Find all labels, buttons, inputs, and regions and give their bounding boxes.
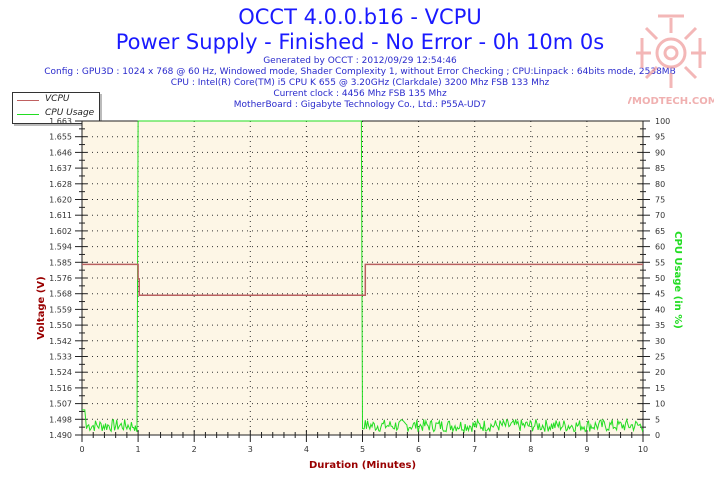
y2-tick-label: 75	[655, 196, 665, 205]
x-tick-label: 0	[79, 445, 84, 454]
y2-tick-label: 35	[655, 321, 665, 330]
y-tick-label: 1.559	[49, 305, 72, 314]
y2-tick-label: 15	[655, 384, 665, 393]
y-axis-left-label: Voltage (V)	[36, 276, 47, 339]
y2-tick-label: 65	[655, 227, 665, 236]
chart-title: OCCT 4.0.0.b16 - VCPU	[238, 5, 482, 29]
x-axis-label: Duration (Minutes)	[309, 460, 416, 471]
y-tick-label: 1.611	[49, 211, 72, 220]
info-config: Config : GPU3D : 1024 x 768 @ 60 Hz, Win…	[44, 67, 676, 77]
y-tick-label: 1.637	[49, 164, 72, 173]
x-tick-label: 7	[472, 445, 477, 454]
x-tick-label: 2	[192, 445, 197, 454]
watermark-text: VMODTECH.COM	[628, 96, 714, 107]
y2-tick-label: 70	[655, 211, 665, 220]
x-tick-label: 10	[638, 445, 648, 454]
legend-item-vcpu: VCPU	[13, 93, 99, 107]
y-tick-label: 1.628	[49, 180, 72, 189]
y2-tick-label: 10	[655, 400, 665, 409]
y-axis-right-label: CPU Usage (in %)	[672, 231, 683, 329]
info-clock: Current clock : 4456 Mhz FSB 135 Mhz	[273, 89, 447, 99]
y-tick-label: 1.568	[49, 290, 72, 299]
chart-legend: VCPU CPU Usage	[12, 92, 100, 124]
info-motherboard: MotherBoard : Gigabyte Technology Co., L…	[233, 100, 487, 110]
y-tick-label: 1.516	[49, 384, 72, 393]
series-cpu-usage	[82, 120, 644, 434]
y-tick-label: 1.576	[49, 274, 72, 283]
y-tick-label: 1.655	[49, 133, 72, 142]
legend-item-cpu-usage: CPU Usage	[13, 107, 99, 121]
y2-tick-label: 25	[655, 353, 665, 362]
y2-tick-label: 45	[655, 290, 665, 299]
info-generated: Generated by OCCT : 2012/09/29 12:54:46	[263, 56, 457, 66]
y-tick-label: 1.620	[49, 196, 72, 205]
y-tick-label: 1.490	[49, 431, 72, 440]
y2-tick-label: 30	[655, 337, 665, 346]
y2-tick-label: 50	[655, 274, 665, 283]
y-tick-label: 1.507	[49, 400, 72, 409]
y2-tick-label: 80	[655, 180, 665, 189]
x-tick-label: 3	[248, 445, 253, 454]
info-cpu: CPU : Intel(R) Core(TM) i5 CPU K 655 @ 3…	[170, 78, 550, 88]
legend-swatch-cpu-usage	[17, 114, 39, 115]
x-tick-label: 1	[136, 445, 141, 454]
y-tick-label: 1.646	[49, 148, 72, 157]
y-tick-label: 1.663	[49, 117, 72, 126]
y-tick-label: 1.585	[49, 258, 72, 267]
x-tick-label: 9	[584, 445, 589, 454]
y2-tick-label: 100	[655, 117, 670, 126]
legend-label-vcpu: VCPU	[45, 94, 70, 104]
y-tick-label: 1.594	[49, 243, 72, 252]
y2-tick-label: 85	[655, 164, 665, 173]
y2-tick-label: 90	[655, 148, 665, 157]
y2-tick-label: 55	[655, 258, 665, 267]
watermark-logo: VMODTECH.COM	[624, 8, 718, 108]
series-vcpu	[82, 263, 643, 296]
series	[82, 120, 644, 434]
x-tick-label: 8	[528, 445, 533, 454]
x-tick-label: 5	[360, 445, 365, 454]
y2-tick-label: 40	[655, 305, 665, 314]
x-tick-label: 6	[416, 445, 421, 454]
y2-tick-label: 95	[655, 133, 665, 142]
y-tick-label: 1.498	[49, 415, 72, 424]
y-tick-label: 1.524	[49, 368, 72, 377]
y2-tick-label: 60	[655, 243, 665, 252]
legend-label-cpu-usage: CPU Usage	[45, 108, 95, 118]
chart-subtitle: Power Supply - Finished - No Error - 0h …	[115, 30, 605, 54]
x-tick-label: 4	[304, 445, 309, 454]
y-tick-label: 1.550	[49, 321, 72, 330]
y-tick-label: 1.542	[49, 337, 72, 346]
y2-tick-label: 5	[655, 415, 660, 424]
watermark-emblem-icon: VMODTECH.COM	[624, 14, 718, 107]
legend-swatch-vcpu	[17, 100, 39, 101]
y-tick-label: 1.533	[49, 353, 72, 362]
y2-tick-label: 20	[655, 368, 665, 377]
y2-tick-label: 0	[655, 431, 660, 440]
y-tick-label: 1.602	[49, 227, 72, 236]
